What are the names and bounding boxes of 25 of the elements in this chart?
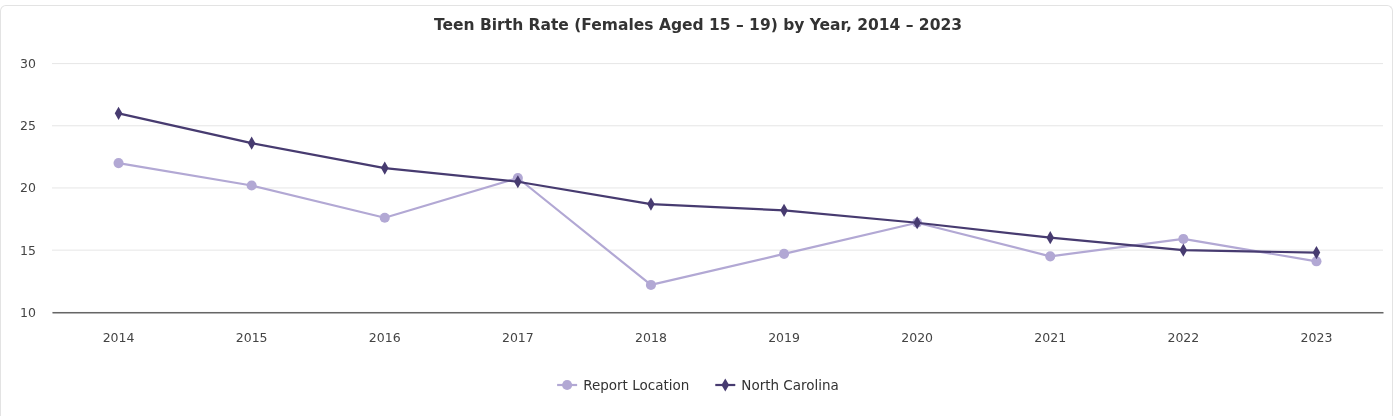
legend-label: Report Location <box>583 377 690 393</box>
y-tick-label: 15 <box>20 242 36 258</box>
point <box>645 279 656 290</box>
x-tick-label: 2014 <box>102 330 135 346</box>
x-tick-label: 2020 <box>901 330 934 346</box>
y-tick-label: 10 <box>20 304 37 320</box>
x-tick-label: 2018 <box>635 330 667 346</box>
x-tick-label: 2021 <box>1034 330 1067 346</box>
point <box>1178 233 1189 244</box>
point <box>379 212 390 223</box>
y-tick-label: 30 <box>20 56 37 72</box>
point <box>246 180 257 191</box>
x-tick-label: 2016 <box>368 330 401 346</box>
chart-title: Teen Birth Rate (Females Aged 15 – 19) by Year, 2014 – 2023 <box>433 16 963 34</box>
point <box>1045 251 1056 262</box>
x-tick-label: 2022 <box>1167 330 1200 346</box>
legend-label: North Carolina <box>741 377 839 393</box>
point <box>113 158 124 169</box>
x-tick-label: 2023 <box>1300 330 1333 346</box>
x-tick-label: 2019 <box>768 330 800 346</box>
x-tick-label: 2015 <box>235 330 268 346</box>
point <box>779 248 790 259</box>
y-tick-label: 20 <box>20 180 37 196</box>
y-tick-label: 25 <box>20 118 36 134</box>
x-tick-label: 2017 <box>501 330 534 346</box>
